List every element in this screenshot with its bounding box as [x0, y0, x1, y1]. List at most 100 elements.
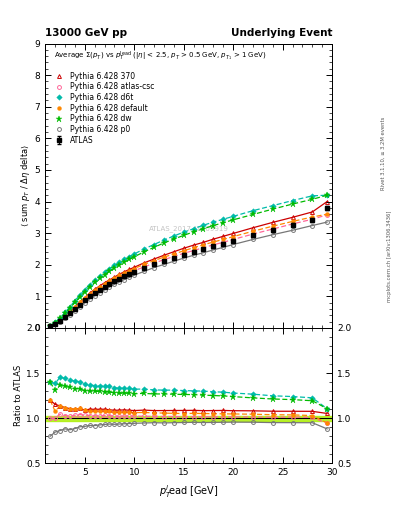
- Pythia 6.428 p0: [122, 276, 127, 283]
- Pythia 6.428 d6t: [97, 273, 102, 279]
- Pythia 6.428 d6t: [290, 198, 295, 204]
- Pythia 6.428 dw: [68, 305, 72, 311]
- Pythia 6.428 370: [221, 233, 226, 239]
- Pythia 6.428 dw: [290, 201, 295, 207]
- Pythia 6.428 370: [127, 266, 132, 272]
- Pythia 6.428 d6t: [62, 309, 67, 315]
- Pythia 6.428 dw: [191, 229, 196, 235]
- Pythia 6.428 atlas-csc: [73, 305, 77, 311]
- Pythia 6.428 atlas-csc: [201, 245, 206, 251]
- Pythia 6.428 atlas-csc: [270, 226, 275, 232]
- Pythia 6.428 atlas-csc: [152, 260, 156, 266]
- Pythia 6.428 370: [211, 236, 216, 242]
- Pythia 6.428 atlas-csc: [127, 270, 132, 276]
- Pythia 6.428 p0: [270, 231, 275, 238]
- Pythia 6.428 atlas-csc: [171, 253, 176, 260]
- Pythia 6.428 atlas-csc: [48, 323, 53, 329]
- Pythia 6.428 dw: [58, 315, 62, 322]
- Pythia 6.428 d6t: [73, 297, 77, 304]
- Pythia 6.428 atlas-csc: [310, 216, 315, 222]
- Legend: Pythia 6.428 370, Pythia 6.428 atlas-csc, Pythia 6.428 d6t, Pythia 6.428 default: Pythia 6.428 370, Pythia 6.428 atlas-csc…: [49, 70, 156, 146]
- Pythia 6.428 dw: [132, 254, 137, 260]
- Pythia 6.428 d6t: [191, 226, 196, 232]
- Pythia 6.428 370: [142, 260, 147, 266]
- Bar: [45, 416, 332, 421]
- Pythia 6.428 default: [77, 299, 82, 305]
- Pythia 6.428 d6t: [117, 259, 122, 265]
- Pythia 6.428 atlas-csc: [142, 264, 147, 270]
- Pythia 6.428 d6t: [83, 287, 87, 293]
- Pythia 6.428 atlas-csc: [87, 292, 92, 298]
- Pythia 6.428 p0: [112, 281, 117, 287]
- Pythia 6.428 370: [181, 245, 186, 251]
- Pythia 6.428 d6t: [251, 208, 255, 214]
- Pythia 6.428 default: [142, 261, 147, 267]
- Pythia 6.428 p0: [53, 322, 57, 328]
- Pythia 6.428 atlas-csc: [102, 283, 107, 289]
- Line: Pythia 6.428 p0: Pythia 6.428 p0: [48, 220, 329, 329]
- Pythia 6.428 dw: [211, 223, 216, 229]
- X-axis label: $p_T^l\!$ead [GeV]: $p_T^l\!$ead [GeV]: [159, 483, 219, 500]
- Pythia 6.428 370: [251, 225, 255, 231]
- Pythia 6.428 default: [211, 239, 216, 245]
- Pythia 6.428 default: [127, 268, 132, 274]
- Pythia 6.428 p0: [92, 293, 97, 299]
- Pythia 6.428 370: [310, 209, 315, 215]
- Pythia 6.428 p0: [201, 250, 206, 256]
- Pythia 6.428 d6t: [325, 192, 329, 198]
- Pythia 6.428 atlas-csc: [83, 296, 87, 302]
- Pythia 6.428 p0: [191, 252, 196, 259]
- Pythia 6.428 p0: [97, 289, 102, 295]
- Pythia 6.428 d6t: [231, 214, 235, 220]
- Pythia 6.428 default: [191, 245, 196, 251]
- Pythia 6.428 default: [171, 251, 176, 257]
- Pythia 6.428 370: [270, 219, 275, 225]
- Line: Pythia 6.428 default: Pythia 6.428 default: [48, 212, 329, 328]
- Line: Pythia 6.428 d6t: Pythia 6.428 d6t: [48, 193, 329, 328]
- Pythia 6.428 p0: [77, 304, 82, 310]
- Pythia 6.428 default: [132, 265, 137, 271]
- Pythia 6.428 p0: [83, 300, 87, 306]
- Pythia 6.428 dw: [62, 310, 67, 316]
- Text: Rivet 3.1.10, ≥ 3.2M events: Rivet 3.1.10, ≥ 3.2M events: [381, 117, 386, 190]
- Pythia 6.428 p0: [107, 284, 112, 290]
- Pythia 6.428 370: [112, 274, 117, 280]
- Pythia 6.428 atlas-csc: [191, 247, 196, 253]
- Pythia 6.428 d6t: [122, 257, 127, 263]
- Pythia 6.428 p0: [162, 261, 166, 267]
- Pythia 6.428 370: [201, 239, 206, 245]
- Pythia 6.428 dw: [325, 192, 329, 198]
- Pythia 6.428 atlas-csc: [290, 221, 295, 227]
- Pythia 6.428 d6t: [87, 282, 92, 288]
- Pythia 6.428 dw: [181, 232, 186, 239]
- Pythia 6.428 d6t: [102, 269, 107, 275]
- Pythia 6.428 dw: [127, 257, 132, 263]
- Pythia 6.428 370: [48, 323, 53, 329]
- Pythia 6.428 d6t: [162, 237, 166, 243]
- Pythia 6.428 370: [53, 320, 57, 326]
- Pythia 6.428 dw: [310, 196, 315, 202]
- Pythia 6.428 atlas-csc: [251, 231, 255, 237]
- Pythia 6.428 p0: [181, 255, 186, 261]
- Y-axis label: Ratio to ATLAS: Ratio to ATLAS: [14, 365, 23, 426]
- Pythia 6.428 dw: [117, 262, 122, 268]
- Pythia 6.428 default: [53, 321, 57, 327]
- Pythia 6.428 370: [92, 286, 97, 292]
- Pythia 6.428 dw: [53, 319, 57, 326]
- Pythia 6.428 370: [102, 280, 107, 286]
- Text: ATLAS_2017_I1509919: ATLAS_2017_I1509919: [149, 225, 229, 232]
- Pythia 6.428 dw: [171, 236, 176, 242]
- Pythia 6.428 d6t: [142, 246, 147, 252]
- Pythia 6.428 p0: [68, 312, 72, 318]
- Pythia 6.428 p0: [325, 219, 329, 225]
- Pythia 6.428 atlas-csc: [62, 314, 67, 320]
- Pythia 6.428 d6t: [152, 242, 156, 248]
- Pythia 6.428 370: [107, 277, 112, 283]
- Pythia 6.428 default: [73, 304, 77, 310]
- Pythia 6.428 d6t: [201, 222, 206, 228]
- Pythia 6.428 dw: [87, 284, 92, 290]
- Pythia 6.428 dw: [201, 226, 206, 232]
- Pythia 6.428 p0: [231, 242, 235, 248]
- Pythia 6.428 default: [102, 281, 107, 287]
- Pythia 6.428 370: [231, 230, 235, 237]
